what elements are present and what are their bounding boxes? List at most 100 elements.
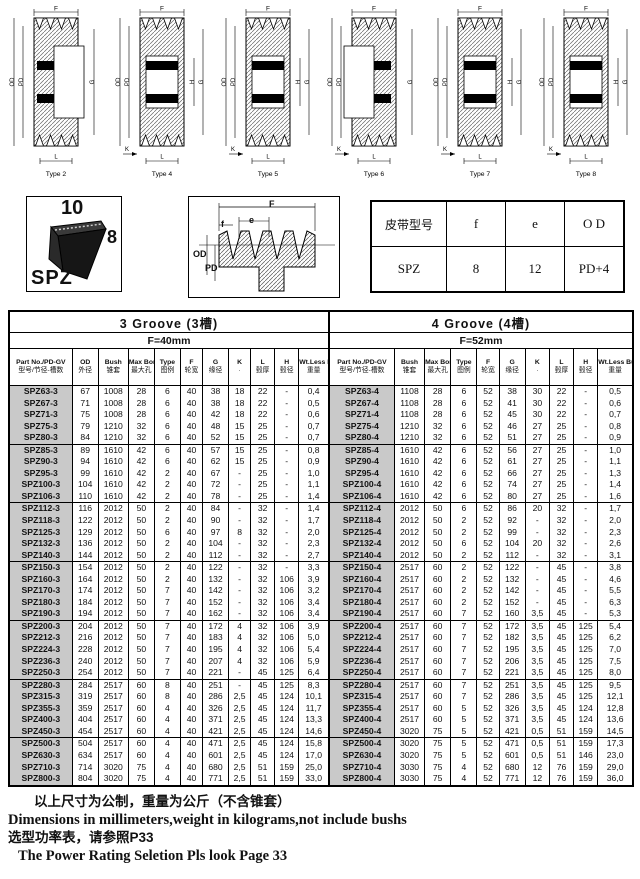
table-cell: 2,5	[228, 714, 251, 726]
table-cell: 680	[498, 761, 526, 774]
table-cell: 79	[71, 420, 99, 433]
part-number-cell: SPZ75-4	[330, 420, 395, 433]
table-cell: 25	[548, 432, 574, 445]
part-number-cell: SPZ710-4	[330, 761, 395, 774]
table-cell: 6	[153, 409, 181, 421]
table-cell: 38	[201, 385, 229, 398]
table-cell: 42	[127, 490, 155, 504]
table-cell: 3030	[393, 761, 425, 774]
svg-text:PD: PD	[549, 77, 555, 86]
table-cell: 2012	[393, 515, 425, 527]
part-number-cell: SPZ71-4	[330, 409, 395, 421]
table-row: SPZ75-4 1210 32 6 52 46 27 25-0,8	[330, 420, 632, 433]
table-cell: 1,1	[597, 456, 632, 468]
table-row: SPZ95-3 99 1610 42 2 40 67-25-1,0	[10, 467, 329, 480]
table-cell: 164	[71, 573, 99, 586]
groove-profile-icon	[199, 203, 335, 292]
part-number-cell: SPZ67-3	[10, 397, 73, 410]
table-cell: 2012	[393, 502, 425, 516]
svg-text:Type 6: Type 6	[364, 171, 385, 178]
table-cell: 52	[476, 409, 500, 421]
column-header: K ·	[524, 348, 550, 386]
table-cell: 2012	[97, 515, 129, 527]
table-cell: 1610	[97, 490, 129, 504]
table-cell: 12	[524, 773, 550, 785]
table-cell: 0,9	[597, 432, 632, 445]
table-cell: 6	[153, 420, 181, 433]
table-cell: 5	[450, 702, 477, 715]
table-cell: 50	[127, 655, 155, 668]
column-header: F 轮宽	[476, 348, 500, 386]
table-cell: 89	[71, 444, 99, 457]
table-cell: 106	[274, 573, 299, 586]
table-cell: 90	[201, 515, 229, 527]
table-cell: 40	[179, 749, 203, 762]
table-cell: 52	[476, 632, 500, 645]
table-cell: 104	[71, 479, 99, 491]
table-cell: 3,5	[524, 714, 550, 726]
table-cell: 52	[476, 725, 500, 739]
table-cell: 45	[548, 679, 574, 692]
table-cell: 45	[250, 702, 275, 715]
table-cell: 6	[450, 467, 477, 480]
table-cell: 2,5	[228, 702, 251, 715]
table-cell: 52	[476, 596, 500, 609]
table-cell: 2517	[393, 702, 425, 715]
table-cell: 3,4	[298, 596, 329, 609]
table-cell: 46	[498, 420, 526, 433]
table-row: SPZ170-3 174 2012 50 7 40 142-32 106 3,2	[10, 585, 329, 597]
table-cell: -	[573, 596, 598, 609]
table-cell: 45	[548, 620, 574, 633]
table-cell: 15	[228, 420, 251, 433]
table-cell: 22	[548, 385, 574, 398]
table-4-groove: 4 Groove (4槽) F=52mm Part No./PD-GV 型号/节径-槽…	[330, 312, 632, 785]
table-cell: -	[573, 573, 598, 586]
table-cell: 52	[476, 479, 500, 491]
table-cell: 2	[450, 561, 477, 574]
table-cell: 50	[127, 515, 155, 527]
svg-text:PD: PD	[125, 77, 131, 86]
table-cell: 1610	[393, 479, 425, 491]
table-cell: 1,4	[298, 502, 329, 516]
part-number-cell: SPZ180-3	[10, 596, 73, 609]
table-cell: 3,3	[298, 561, 329, 574]
part-number-cell: SPZ800-3	[10, 773, 73, 785]
table-cell: 7	[153, 632, 181, 645]
table-cell: 454	[71, 725, 99, 739]
table-cell: 4	[228, 655, 251, 668]
table-cell: 32	[250, 573, 275, 586]
table-cell: -	[573, 456, 598, 468]
table-cell: -	[573, 549, 598, 563]
table-cell: 2012	[97, 608, 129, 621]
table-row: SPZ190-3 194 2012 50 7 40 162-32 106 3,4	[10, 608, 329, 621]
table-cell: 125	[573, 655, 598, 668]
table-cell: 40	[179, 679, 203, 692]
svg-text:OD: OD	[434, 77, 440, 87]
table-cell: 104	[498, 538, 526, 550]
table-cell: 2,0	[597, 515, 632, 527]
table-cell: 2	[153, 467, 181, 480]
table-cell: 6	[450, 479, 477, 491]
column-header: Type 图例	[450, 348, 477, 386]
table-cell: 45	[498, 409, 526, 421]
part-number-cell: SPZ710-3	[10, 761, 73, 774]
table-cell: 5	[450, 737, 477, 750]
table-cell: -	[228, 467, 251, 480]
table-cell: 2517	[393, 585, 425, 597]
column-header: Bush 锥套	[97, 348, 129, 386]
table-cell: 52	[476, 467, 500, 480]
table-cell: 32	[250, 632, 275, 645]
table-cell: 38	[498, 385, 526, 398]
table-cell: 72	[201, 479, 229, 491]
table-cell: 359	[71, 702, 99, 715]
table-cell: 2	[450, 585, 477, 597]
svg-text:K: K	[549, 147, 553, 153]
svg-text:Type 5: Type 5	[258, 171, 279, 178]
part-number-cell: SPZ190-3	[10, 608, 73, 621]
table-cell: 27	[524, 420, 550, 433]
table-cell: 40	[179, 714, 203, 726]
column-header: Max Bore最大孔	[424, 348, 451, 386]
right-group-title: 4 Groove (4槽)	[330, 312, 632, 333]
table-cell: 124	[274, 725, 299, 739]
